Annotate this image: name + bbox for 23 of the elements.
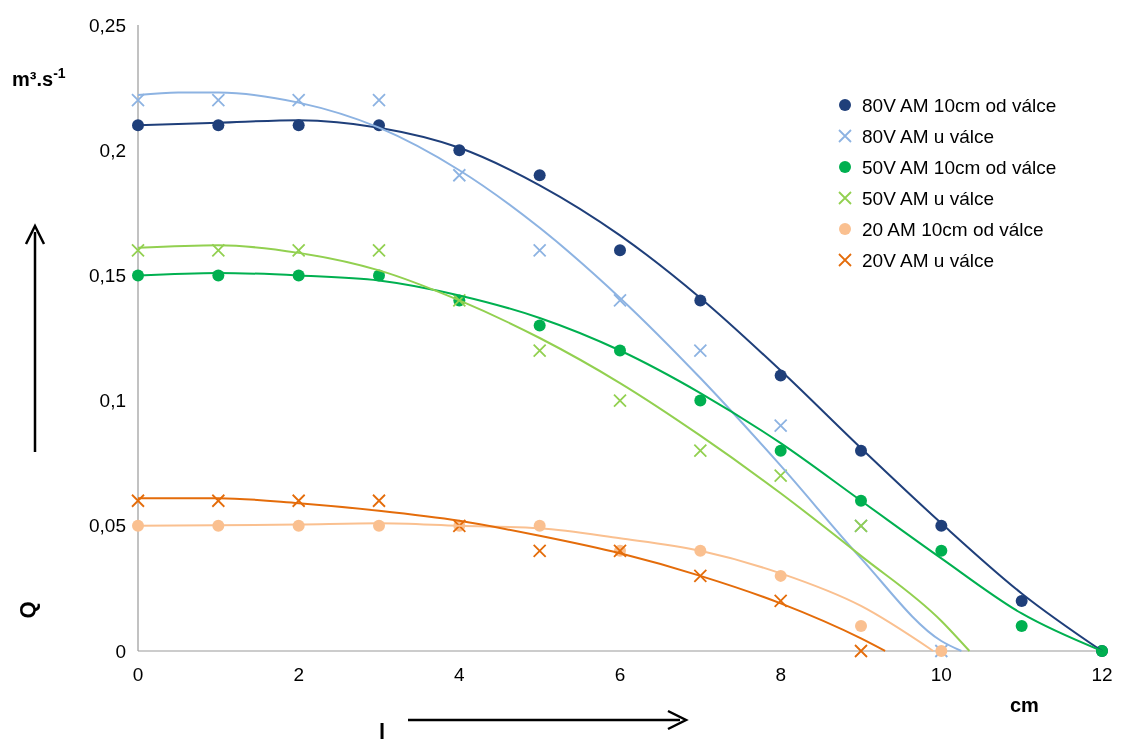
y-tick-label: 0,05 — [89, 515, 126, 537]
x-tick-label: 2 — [293, 664, 304, 685]
y-tick-label: 0,15 — [89, 265, 126, 287]
legend-label: 80V AM u válce — [862, 125, 995, 147]
x-tick-label: 12 — [1091, 664, 1113, 685]
legend-label: 80V AM 10cm od válce — [862, 94, 1057, 116]
y-axis-title: Q — [15, 601, 40, 619]
legend-label: 20V AM u válce — [862, 249, 995, 271]
text: m³.s$^{-1}$ — [12, 65, 66, 90]
x-tick-label: 0 — [132, 664, 144, 685]
legend-label: 50V AM 10cm od válce — [862, 156, 1057, 178]
x-tick-label: 6 — [614, 664, 626, 685]
legend-label: 50V AM u válce — [862, 187, 995, 209]
x-tick-label: 10 — [930, 664, 952, 685]
text: cm — [1010, 694, 1039, 716]
x-tick-label: 8 — [775, 664, 786, 685]
legend-label: 20 AM 10cm od válce — [862, 218, 1044, 240]
y-tick-label: 0,1 — [99, 390, 126, 412]
y-tick-label: 0 — [115, 640, 126, 662]
x-axis-title: l — [378, 719, 386, 741]
y-tick-label: 0,25 — [89, 14, 126, 36]
y-tick-label: 0,2 — [99, 139, 126, 161]
x-tick-label: 4 — [454, 664, 466, 685]
